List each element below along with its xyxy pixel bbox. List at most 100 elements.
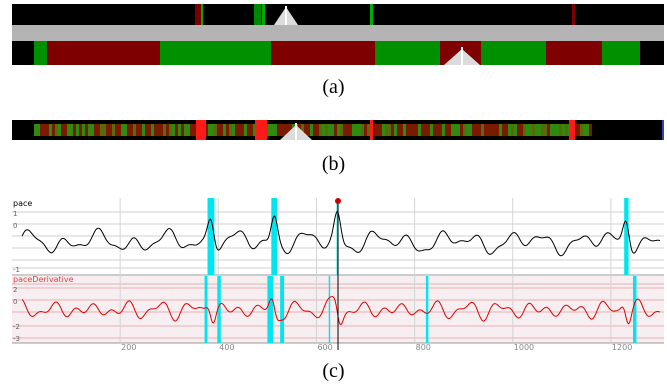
panel-b-stripe	[538, 124, 541, 136]
panel-b-stripe	[415, 124, 418, 136]
panel-a-top-mark	[195, 4, 201, 25]
panel-b-stripe	[70, 124, 73, 136]
panel-c-plot: pace paceDerivative 1 0 -1 2 0 -2 -3 200…	[12, 198, 664, 350]
panel-b-stripe	[472, 124, 475, 136]
x-tick-label: 200	[121, 343, 136, 350]
panel-b-stripe	[217, 124, 220, 136]
panel-b-stripe	[304, 124, 307, 136]
panel-b-stripe	[73, 124, 76, 136]
panel-b-stripe	[565, 124, 568, 136]
x-tick-label: 1200	[612, 343, 632, 350]
x-tick-label: 1000	[514, 343, 534, 350]
panel-b-stripe	[223, 124, 226, 136]
highlight-band	[328, 276, 331, 343]
panel-b-stripe	[337, 124, 340, 136]
bottom-tick-label: 0	[13, 298, 17, 306]
panel-a-segment	[640, 41, 664, 65]
panel-b-stripe	[334, 124, 337, 136]
panel-b-stripe	[58, 124, 61, 136]
panel-b-stripe	[289, 124, 292, 136]
panel-b-red-mark	[255, 120, 267, 140]
panel-b-stripe	[490, 124, 493, 136]
x-tick-label: 400	[219, 343, 234, 350]
panel-a-segment	[271, 41, 375, 65]
panel-b-stripe	[586, 124, 589, 136]
panel-b-stripe	[136, 124, 139, 136]
panel-b-stripe	[187, 124, 190, 136]
panel-b-stripe	[361, 124, 364, 136]
panel-c: pace paceDerivative 1 0 -1 2 0 -2 -3 200…	[12, 198, 664, 350]
panel-b-stripe	[376, 124, 379, 136]
panel-b-stripe	[148, 124, 151, 136]
panel-b-stripe	[175, 124, 178, 136]
panel-b-stripe	[478, 124, 481, 136]
panel-b-stripe	[214, 124, 217, 136]
panel-b-stripe	[133, 124, 136, 136]
panel-b-stripe	[352, 124, 355, 136]
panel-b-stripe	[406, 124, 409, 136]
pace-series-line	[21, 210, 661, 257]
panel-b-stripe	[403, 124, 406, 136]
highlight-band	[633, 276, 637, 343]
panel-b-stripe	[547, 124, 550, 136]
panel-b-stripe	[457, 124, 460, 136]
panel-b-stripe	[553, 124, 556, 136]
panel-b-stripe	[310, 124, 313, 136]
panel-b-stripe	[424, 124, 427, 136]
panel-b-stripe	[106, 124, 109, 136]
highlight-band	[267, 276, 274, 343]
panel-b-stripe	[517, 124, 520, 136]
panel-a-segment	[481, 41, 546, 65]
panel-b-stripe	[124, 124, 127, 136]
panel-a-top-mark	[262, 4, 265, 25]
panel-b-stripe	[466, 124, 469, 136]
panel-a-top-mark	[254, 4, 261, 25]
panel-b-stripe	[274, 124, 277, 136]
panel-b-stripe	[418, 124, 421, 136]
panel-b-stripe	[511, 124, 514, 136]
panel-b-stripe	[454, 124, 457, 136]
highlight-band	[271, 198, 278, 275]
panel-a-top-mark	[370, 4, 373, 25]
panel-b-stripe	[190, 124, 193, 136]
panel-b-stripe	[112, 124, 115, 136]
panel-b-stripe	[502, 124, 505, 136]
pace-label: pace	[13, 199, 32, 208]
highlight-band	[624, 198, 629, 275]
pace-derivative-series-line	[21, 295, 661, 326]
panel-b-stripe	[34, 124, 37, 136]
panel-b-red-mark	[196, 120, 206, 140]
highlight-band	[425, 276, 429, 343]
panel-b-stripe	[178, 124, 181, 136]
x-tick-label: 800	[416, 343, 431, 350]
panel-b-stripe	[475, 124, 478, 136]
panel-b-stripe	[574, 124, 577, 136]
caption-b: (b)	[321, 153, 346, 175]
panel-b-stripe	[562, 124, 565, 136]
panel-b-stripe	[460, 124, 463, 136]
panel-b-stripe	[463, 124, 466, 136]
panel-b-stripe	[577, 124, 580, 136]
panel-b-stripe	[487, 124, 490, 136]
panel-b-stripe	[157, 124, 160, 136]
panel-b-edge-mark	[662, 120, 664, 140]
panel-b-stripe	[247, 124, 250, 136]
panel-b-stripe	[556, 124, 559, 136]
panel-b-stripe	[313, 124, 316, 136]
panel-b-stripe	[355, 124, 358, 136]
panel-b-stripe	[520, 124, 523, 136]
panel-b-stripe	[211, 124, 214, 136]
panel-b-stripe	[319, 124, 322, 136]
panel-b-stripe	[76, 124, 79, 136]
panel-b-stripe	[505, 124, 508, 136]
panel-b-stripe	[151, 124, 154, 136]
panel-b-stripe	[37, 124, 40, 136]
panel-a-strip	[12, 4, 664, 65]
panel-a-segment	[375, 41, 440, 65]
panel-a-top-mark	[572, 4, 575, 25]
panel-a-segment	[34, 41, 47, 65]
panel-a	[12, 4, 664, 65]
panel-b-stripe	[442, 124, 445, 136]
panel-b-stripe	[379, 124, 382, 136]
panel-b-stripe	[85, 124, 88, 136]
